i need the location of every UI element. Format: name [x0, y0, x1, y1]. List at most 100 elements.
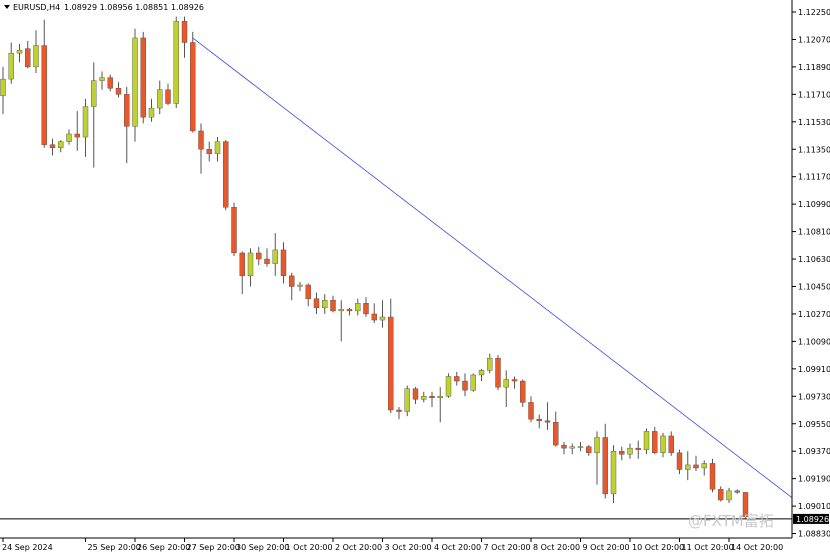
candle-body-bear — [602, 437, 608, 495]
y-tick-label: 1.10810 — [798, 228, 830, 237]
candle-body-bear — [198, 130, 204, 150]
candle — [701, 460, 707, 476]
candle — [140, 31, 146, 124]
candle-body-bear — [520, 380, 526, 403]
candle — [239, 251, 245, 295]
candle — [668, 431, 674, 456]
candle-body-bull — [470, 374, 476, 391]
candle — [520, 379, 526, 407]
candle-body-bear — [718, 489, 724, 501]
candle — [652, 426, 658, 455]
candle — [396, 406, 402, 420]
y-tick-label: 1.08830 — [798, 530, 830, 539]
x-tick-label: 27 Sep 20:00 — [187, 543, 240, 552]
candle — [330, 295, 336, 313]
candle-body-bull — [148, 107, 155, 118]
candle — [363, 297, 369, 317]
trendline[interactable] — [192, 37, 793, 499]
candle-body-bear — [190, 42, 196, 132]
y-tick-label: 1.09910 — [798, 365, 830, 374]
candle — [305, 283, 311, 307]
candle — [586, 445, 592, 456]
candle-body-bear — [239, 252, 245, 277]
candle — [610, 445, 617, 504]
y-tick-label: 1.11710 — [798, 90, 830, 99]
candle-body-bull — [478, 370, 485, 376]
candle-body-bull — [627, 447, 633, 455]
candle — [627, 443, 633, 459]
x-tick-label: 11 Oct 20:00 — [682, 543, 734, 552]
watermark-logo: @FXTM富拓 — [688, 512, 774, 530]
candle — [115, 82, 122, 98]
candle — [91, 62, 97, 168]
candle-body-bull — [0, 78, 6, 97]
candle-body-bull — [701, 463, 707, 469]
candle — [379, 300, 386, 328]
candle — [181, 16, 188, 58]
y-tick-label: 1.09550 — [798, 420, 830, 429]
candle — [148, 98, 155, 122]
candle-body-bear — [165, 89, 171, 104]
candle-body-bull — [297, 284, 303, 287]
candle-body-bear — [223, 141, 229, 208]
price-tag: 1.08926 — [793, 513, 829, 524]
y-tick-label: 1.10270 — [798, 310, 830, 319]
candle — [272, 233, 278, 276]
candle-body-bear — [388, 316, 394, 411]
candle-body-bear — [536, 418, 542, 421]
y-tick-label: 1.10090 — [798, 337, 830, 346]
candle-body-bear — [429, 396, 435, 399]
x-tick-label: 10 Oct 20:00 — [632, 543, 684, 552]
candle-body-bear — [734, 490, 740, 493]
candle-body-bull — [214, 141, 221, 155]
candle — [487, 353, 493, 374]
candle — [693, 455, 699, 472]
candle — [734, 489, 740, 494]
candle-body-bull — [157, 89, 163, 109]
candle-body-bear — [264, 258, 270, 264]
x-tick-label: 8 Oct 20:00 — [533, 543, 580, 552]
candle — [58, 140, 64, 153]
candle — [371, 303, 377, 324]
x-tick-label: 26 Sep 20:00 — [137, 543, 190, 552]
candle — [289, 272, 295, 301]
candle-body-bear — [363, 303, 369, 315]
symbol-dropdown-icon[interactable] — [4, 5, 10, 9]
candle-body-bull — [322, 300, 328, 309]
candle-body-bear — [619, 451, 625, 455]
candle-body-bull — [58, 141, 64, 148]
candle — [165, 83, 171, 106]
x-tick-label: 4 Oct 20:00 — [434, 543, 481, 552]
candle-body-bull — [8, 52, 14, 80]
candle-body-bear — [346, 309, 353, 312]
candle-body-bear — [231, 206, 237, 254]
candle-body-bear — [668, 435, 674, 453]
candle — [742, 492, 749, 519]
candle — [157, 80, 163, 115]
candle — [124, 86, 130, 163]
candle — [635, 440, 641, 459]
y-tick-label: 1.12250 — [798, 8, 830, 17]
y-tick-label: 1.11350 — [798, 145, 830, 154]
ohlc-values: 1.08929 1.08956 1.08851 1.08926 — [64, 3, 204, 12]
candle — [404, 385, 410, 417]
y-tick-label: 1.09730 — [798, 392, 830, 401]
candle — [66, 129, 72, 145]
candle-body-bear — [462, 380, 468, 391]
candle-body-bear — [115, 88, 122, 95]
candle-body-bear — [544, 420, 551, 423]
candle-body-bull — [272, 249, 278, 264]
candle — [462, 373, 468, 397]
candle-body-bull — [421, 396, 427, 400]
candle — [478, 368, 485, 382]
x-tick-label: 2 Oct 20:00 — [335, 543, 382, 552]
candle-body-bear — [280, 249, 287, 277]
candle — [726, 487, 732, 504]
x-tick-label: 1 Oct 20:00 — [286, 543, 333, 552]
x-tick-label: 9 Oct 20:00 — [583, 543, 630, 552]
symbol-timeframe: EURUSD,H4 — [13, 3, 60, 12]
candle-body-bull — [660, 435, 666, 453]
